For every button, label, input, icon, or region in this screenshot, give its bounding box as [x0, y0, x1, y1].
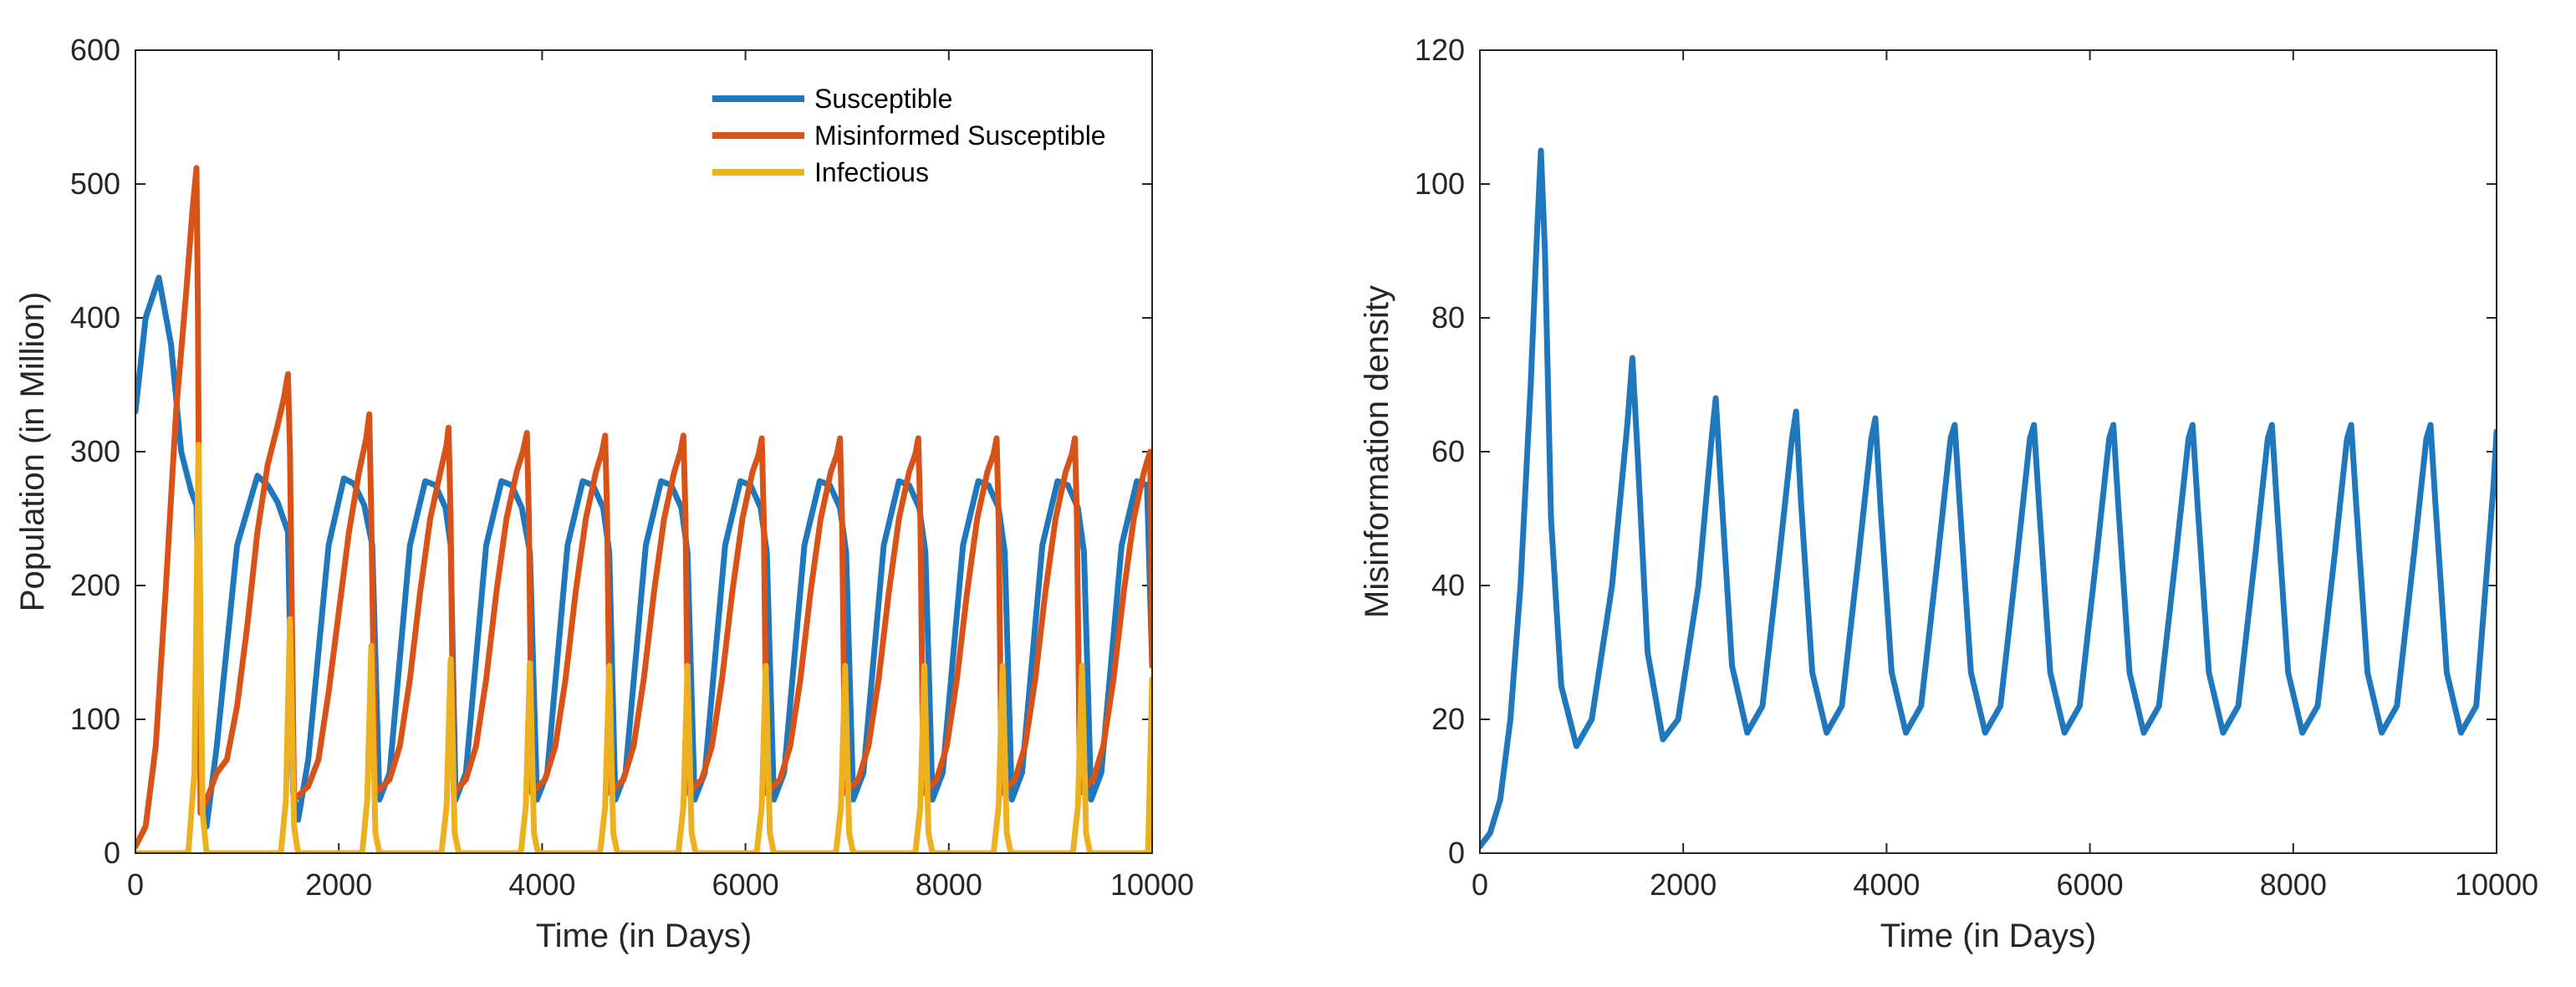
y-axis-label: Misinformation density	[1359, 285, 1395, 618]
plot-frame	[135, 49, 1153, 854]
x-tick-label: 8000	[2260, 867, 2327, 902]
x-axis-label: Time (in Days)	[1880, 918, 2097, 954]
y-tick-label: 120	[1415, 33, 1465, 67]
x-tick-label: 0	[1472, 867, 1488, 902]
y-tick-label: 400	[70, 300, 120, 335]
y-tick-label: 40	[1431, 568, 1465, 602]
x-tick-label: 2000	[305, 867, 372, 902]
series-line-misinformation-density	[1480, 147, 2497, 850]
y-tick-label: 100	[70, 702, 120, 736]
x-tick-label: 6000	[712, 867, 779, 902]
plot-frame	[1479, 49, 2497, 854]
legend-entry: Infectious	[814, 157, 929, 187]
y-tick-label: 60	[1431, 434, 1465, 468]
plot-area	[1480, 50, 2497, 853]
x-tick-label: 2000	[1650, 867, 1716, 902]
x-tick-label: 4000	[508, 867, 575, 902]
series-line-infectious	[135, 442, 1152, 853]
y-tick-label: 500	[70, 166, 120, 201]
x-tick-label: 6000	[2057, 867, 2124, 902]
legend: Susceptible Misinformed Susceptible Infect…	[712, 84, 1106, 187]
x-tick-label: 10000	[1110, 867, 1194, 902]
y-tick-label: 80	[1431, 300, 1465, 335]
x-axis-label: Time (in Days)	[536, 918, 752, 954]
chart-2: 0 2000 4000 6000 8000 10000 0 20 40 60 80 100 120 Tim…	[1359, 33, 2538, 954]
legend-entry: Misinformed Susceptible	[814, 120, 1106, 151]
x-tick-label: 0	[127, 867, 144, 902]
legend-entry: Susceptible	[814, 84, 952, 114]
y-tick-label: 0	[1448, 836, 1465, 870]
y-tick-label: 300	[70, 434, 120, 468]
x-tick-label: 8000	[916, 867, 982, 902]
y-tick-label: 200	[70, 568, 120, 602]
y-tick-label: 0	[104, 836, 120, 870]
y-tick-label: 600	[70, 33, 120, 67]
chart-1: 0 2000 4000 6000 8000 10000 0 100 200 300 400 500 60…	[14, 33, 1194, 954]
series-line-misinformed-susceptible	[135, 165, 1152, 850]
x-tick-label: 10000	[2455, 867, 2538, 902]
x-tick-label: 4000	[1853, 867, 1920, 902]
y-axis-label: Population (in Million)	[14, 292, 51, 611]
plot-area	[135, 50, 1152, 853]
y-tick-label: 100	[1415, 166, 1465, 201]
y-tick-label: 20	[1431, 702, 1465, 736]
